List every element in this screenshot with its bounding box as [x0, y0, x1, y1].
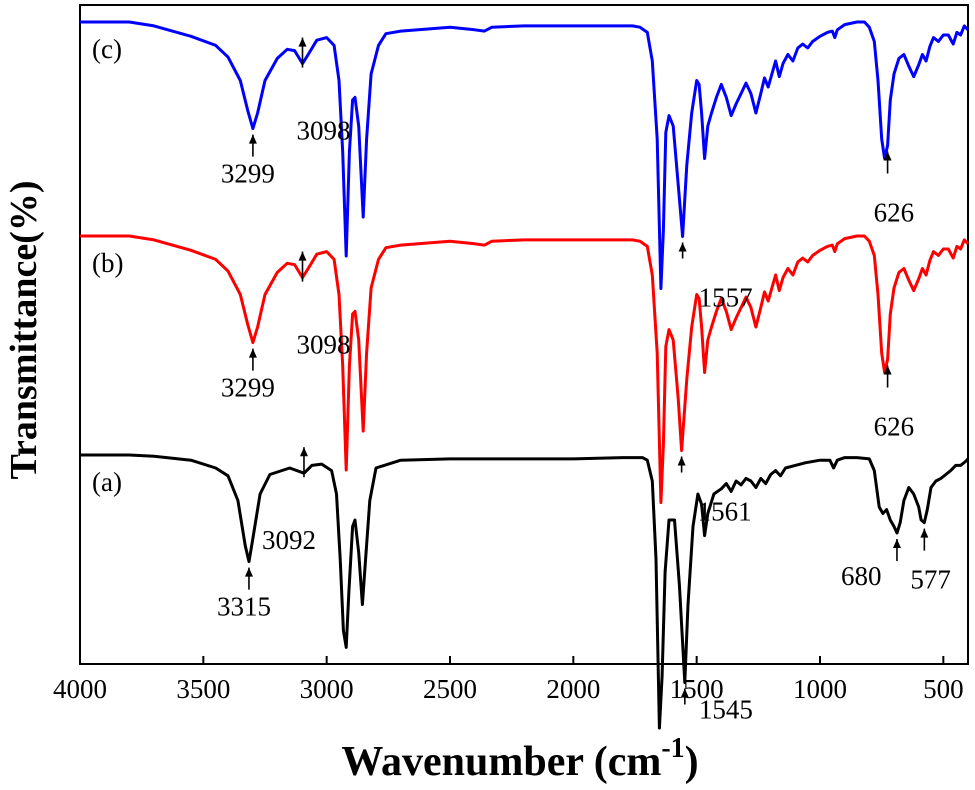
plot-area: (c) (b) (a) 3299 3098 1557 626 3299 3098 1561 626… [53, 4, 970, 730]
x-tick-label-1500: 1500 [670, 674, 724, 704]
annotation-label: 3092 [262, 525, 316, 555]
annotation-arrow-head [299, 447, 308, 457]
series-line-b [80, 234, 970, 504]
y-axis-title: Transmittance(%) [3, 180, 45, 479]
annotation-label: 1557 [699, 283, 753, 313]
x-tick-label-3000: 3000 [300, 674, 354, 704]
annotation-3315: 3315 [217, 567, 271, 622]
annotation-arrow-head [678, 242, 687, 252]
annotation-label: 577 [910, 565, 951, 595]
x-tick-label-500: 500 [923, 674, 964, 704]
annotation-arrow-head [248, 348, 257, 358]
x-axis-title-superscript: -1 [661, 733, 684, 764]
annotation-arrow-head [677, 456, 686, 466]
annotation-label: 626 [874, 412, 915, 442]
annotation-label: 1545 [699, 695, 753, 725]
x-axis-ticks: 4000 3500 3000 2500 2000 1500 1000 500 [53, 656, 964, 704]
annotation-1557: 1557 [678, 242, 753, 313]
annotation-3098: 3098 [296, 37, 350, 146]
axes-frame [79, 4, 969, 665]
x-tick-label-2000: 2000 [546, 674, 600, 704]
annotation-arrow-head [248, 134, 257, 144]
annotation-arrow-head [680, 688, 689, 698]
series-label-c: (c) [92, 34, 122, 64]
annotation-3299: 3299 [221, 348, 275, 403]
annotation-3092: 3092 [262, 447, 316, 555]
annotation-label: 3315 [217, 592, 271, 622]
annotation-arrow-head [892, 539, 901, 548]
x-tick-label-2500: 2500 [423, 674, 477, 704]
annotation-1561: 1561 [677, 456, 752, 527]
annotation-arrow-head [298, 251, 307, 261]
annotation-arrow-head [883, 365, 892, 375]
x-axis-title-main: Wavenumber (cm [341, 739, 661, 785]
annotation-arrow-head [298, 37, 307, 47]
x-axis-title: Wavenumber (cm-1) [341, 733, 698, 785]
annotation-label: 3098 [296, 330, 350, 360]
x-axis-title-close: ) [685, 739, 699, 785]
annotation-arrow-head [883, 151, 892, 161]
annotation-label: 3098 [296, 116, 350, 146]
annotation-label: 680 [841, 561, 882, 591]
series-label-b: (b) [92, 248, 123, 278]
x-tick-label-1000: 1000 [793, 674, 847, 704]
annotation-680: 680 [841, 539, 901, 591]
series-line-a [80, 453, 970, 730]
annotation-arrow-head [244, 567, 253, 577]
annotation-arrow-head [920, 528, 929, 538]
annotation-3098: 3098 [296, 251, 350, 360]
series-label-a: (a) [92, 467, 122, 497]
annotation-label: 626 [874, 198, 915, 228]
series-layer: (c) (b) (a) [80, 20, 970, 730]
annotation-label: 3299 [221, 373, 275, 403]
annotation-577: 577 [910, 528, 951, 595]
x-tick-label-4000: 4000 [53, 674, 107, 704]
annotation-626: 626 [874, 151, 915, 228]
annotation-1545: 1545 [680, 688, 753, 725]
annotation-label: 3299 [221, 159, 275, 189]
annotation-layer: 3299 3098 1557 626 3299 3098 1561 626 3315 3092 15… [217, 37, 951, 725]
annotation-626: 626 [874, 365, 915, 442]
x-tick-label-3500: 3500 [176, 674, 230, 704]
series-line-c [80, 20, 970, 290]
annotation-3299: 3299 [221, 134, 275, 189]
annotation-label: 1561 [698, 497, 752, 527]
